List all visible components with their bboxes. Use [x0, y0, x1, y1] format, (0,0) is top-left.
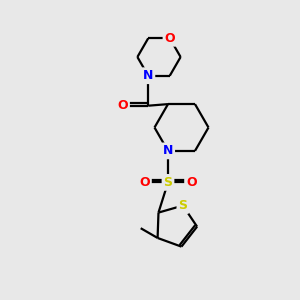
- Text: S: S: [178, 199, 188, 212]
- Text: N: N: [163, 144, 173, 158]
- Text: O: O: [164, 32, 175, 45]
- Text: O: O: [139, 176, 150, 189]
- Text: O: O: [117, 99, 128, 112]
- Text: O: O: [186, 176, 197, 189]
- Text: N: N: [143, 69, 153, 82]
- Text: S: S: [164, 176, 172, 189]
